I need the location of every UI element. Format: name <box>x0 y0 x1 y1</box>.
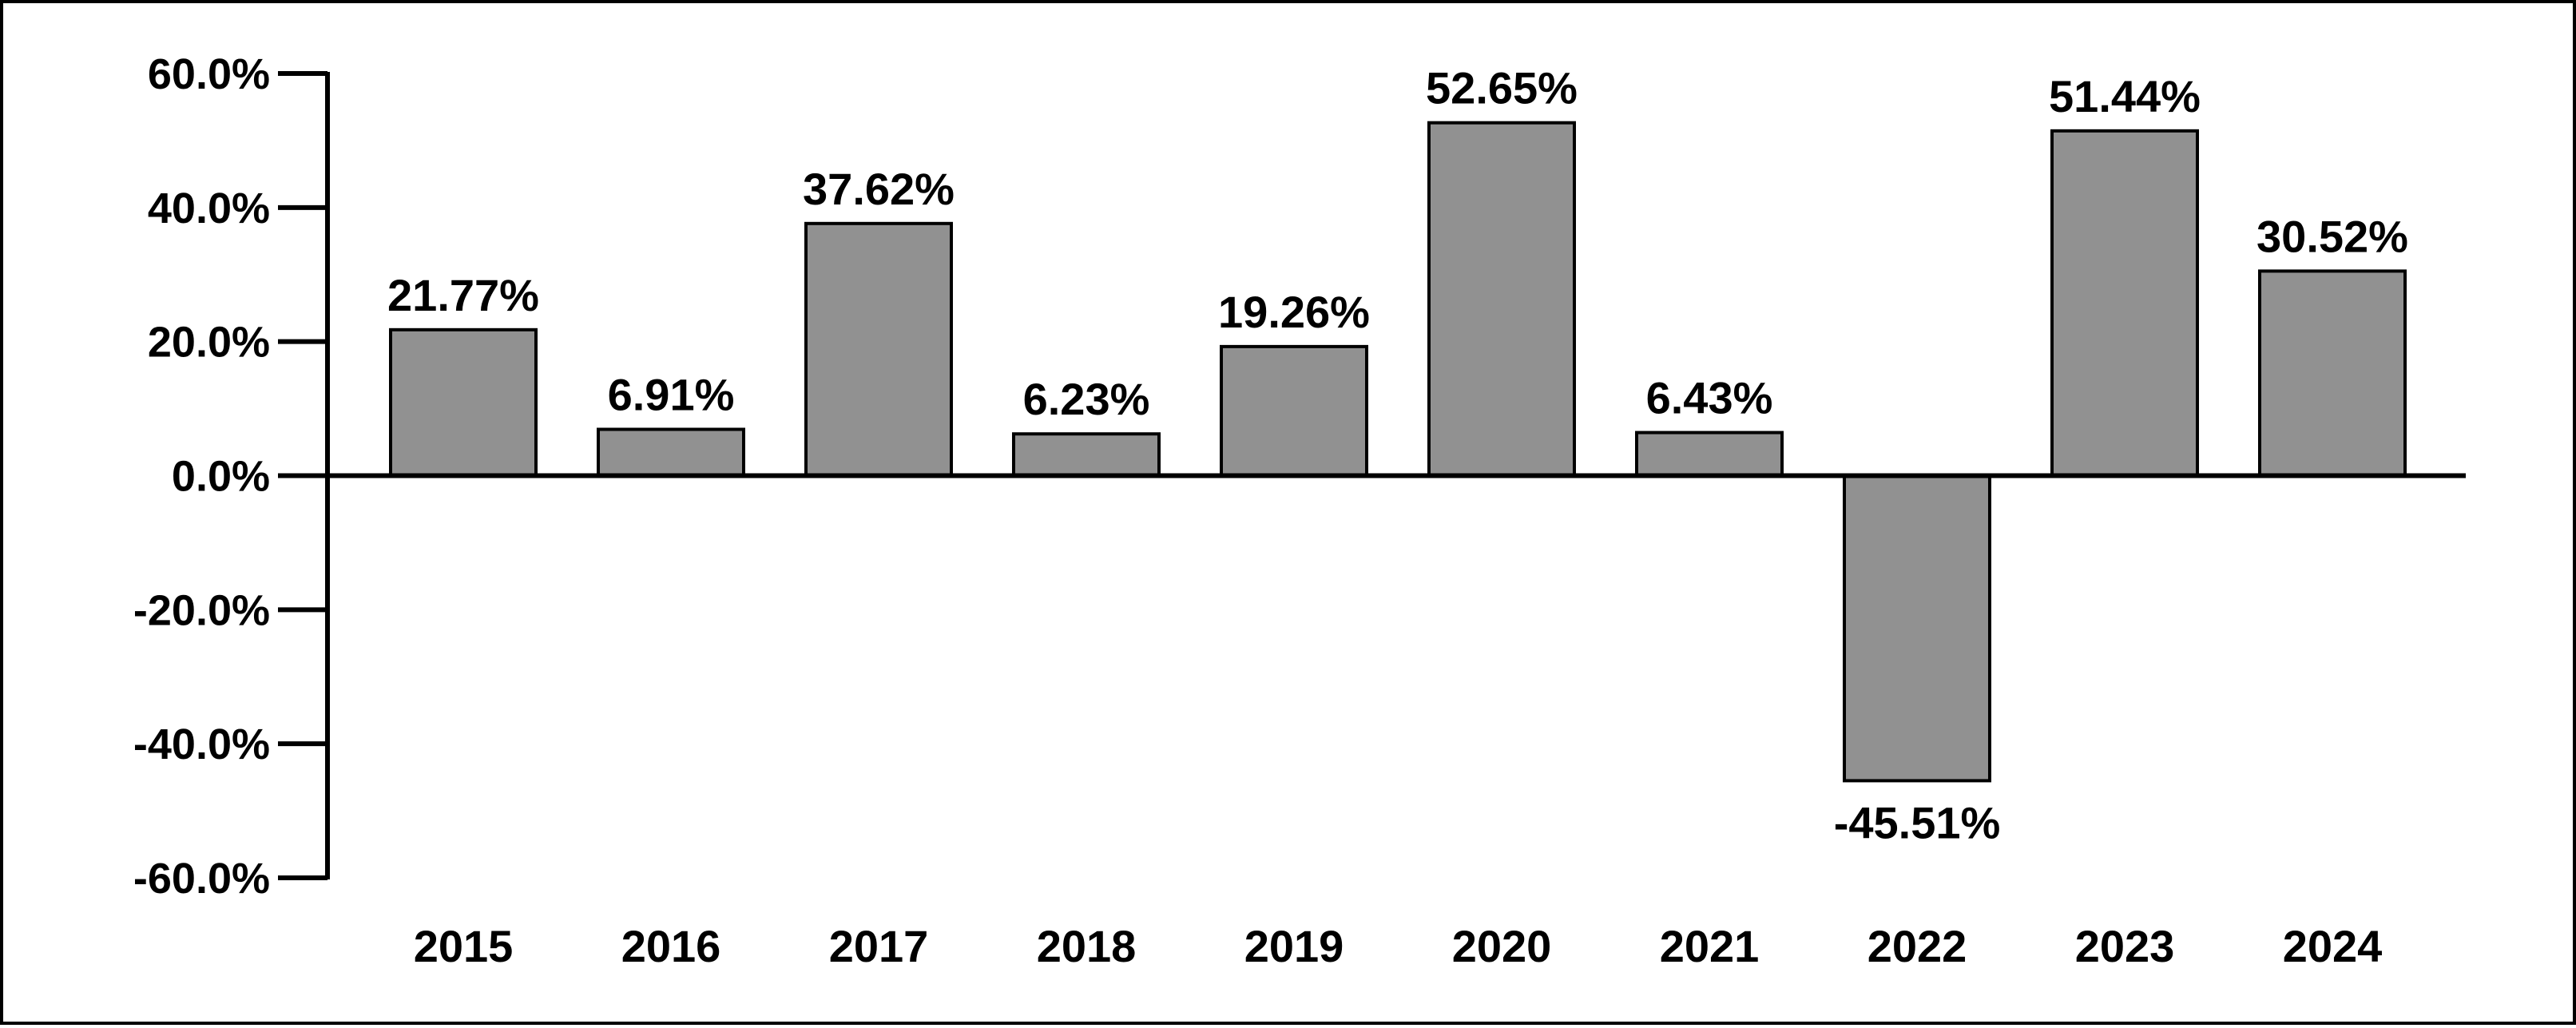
data-label-2015: 21.77% <box>387 270 539 320</box>
bar-2020 <box>1427 121 1576 478</box>
x-tick-label: 2021 <box>1660 921 1760 971</box>
y-tick-label: 20.0% <box>148 319 270 367</box>
bars <box>389 121 2407 783</box>
x-tick-label: 2019 <box>1244 921 1344 971</box>
bar-2016 <box>597 427 745 478</box>
data-label-2017: 37.62% <box>803 164 955 214</box>
x-tick-label: 2022 <box>1868 921 1967 971</box>
data-label-2021: 6.43% <box>1646 373 1773 423</box>
y-tick-label: 40.0% <box>148 185 270 232</box>
x-tick-label: 2023 <box>2075 921 2175 971</box>
bar-2017 <box>804 221 953 478</box>
bar-2023 <box>2050 129 2199 478</box>
bar-chart: 60.0% 40.0% 20.0% 0.0% -20.0% -40.0% -60.0% 21… <box>133 50 2466 971</box>
x-tick-label: 2018 <box>1037 921 1137 971</box>
data-label-2022: -45.51% <box>1834 797 2001 847</box>
x-tick-label: 2016 <box>621 921 721 971</box>
bar-2022 <box>1843 474 1991 783</box>
x-tick-label: 2017 <box>829 921 929 971</box>
bar-2021 <box>1635 431 1784 478</box>
data-labels: 21.77% 6.91% 37.62% 6.23% 19.26% 52.65% 6.43% -… <box>387 63 2408 848</box>
data-label-2023: 51.44% <box>2049 71 2201 121</box>
y-tick-label: -20.0% <box>133 586 270 634</box>
bar-2015 <box>389 327 538 478</box>
x-tick-label: 2020 <box>1452 921 1552 971</box>
x-axis-labels: 2015 2016 2017 2018 2019 2020 2021 2022 2023 2024 <box>414 921 2383 971</box>
data-label-2018: 6.23% <box>1023 374 1150 424</box>
data-label-2024: 30.52% <box>2256 211 2408 261</box>
y-tick-label: 0.0% <box>172 453 270 501</box>
y-tick-label: 60.0% <box>148 50 270 98</box>
bar-2024 <box>2258 269 2407 478</box>
bar-2019 <box>1220 344 1368 478</box>
bar-2018 <box>1012 432 1161 478</box>
y-tick-label: -60.0% <box>133 855 270 903</box>
data-label-2019: 19.26% <box>1218 287 1370 337</box>
y-tick-label: -40.0% <box>133 720 270 768</box>
y-axis: 60.0% 40.0% 20.0% 0.0% -20.0% -40.0% -60.0% <box>133 50 330 903</box>
data-label-2020: 52.65% <box>1426 63 1578 113</box>
x-tick-label: 2024 <box>2283 921 2383 971</box>
x-tick-label: 2015 <box>414 921 514 971</box>
data-label-2016: 6.91% <box>608 370 735 420</box>
